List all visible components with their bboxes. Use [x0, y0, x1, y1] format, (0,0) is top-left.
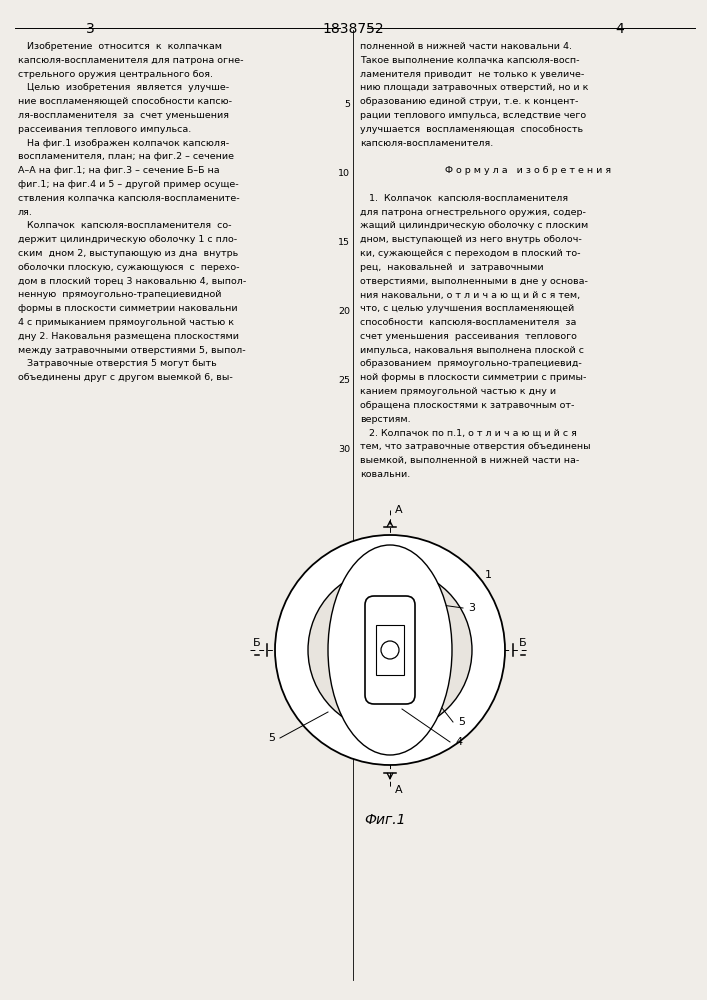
Text: импульса, наковальня выполнена плоской с: импульса, наковальня выполнена плоской с: [360, 346, 584, 355]
Text: рассеивания теплового импульса.: рассеивания теплового импульса.: [18, 125, 192, 134]
Text: 1838752: 1838752: [322, 22, 384, 36]
Text: отверстиями, выполненными в дне у основа-: отверстиями, выполненными в дне у основа…: [360, 277, 588, 286]
Text: верстиям.: верстиям.: [360, 415, 411, 424]
Text: ля-воспламенителя  за  счет уменьшения: ля-воспламенителя за счет уменьшения: [18, 111, 229, 120]
Text: капсюля-воспламенителя.: капсюля-воспламенителя.: [360, 139, 493, 148]
Text: Целью  изобретения  является  улучше-: Целью изобретения является улучше-: [18, 83, 229, 92]
Text: ки, сужающейся с переходом в плоский то-: ки, сужающейся с переходом в плоский то-: [360, 249, 580, 258]
Text: рец,  наковальней  и  затравочными: рец, наковальней и затравочными: [360, 263, 544, 272]
Text: счет уменьшения  рассеивания  теплового: счет уменьшения рассеивания теплового: [360, 332, 577, 341]
Text: ния наковальни, о т л и ч а ю щ и й с я тем,: ния наковальни, о т л и ч а ю щ и й с я …: [360, 290, 580, 299]
Text: для патрона огнестрельного оружия, содер-: для патрона огнестрельного оружия, содер…: [360, 208, 586, 217]
Text: жащий цилиндрическую оболочку с плоским: жащий цилиндрическую оболочку с плоским: [360, 221, 588, 230]
Text: объединены друг с другом выемкой 6, вы-: объединены друг с другом выемкой 6, вы-: [18, 373, 233, 382]
Text: 1: 1: [485, 570, 492, 580]
Text: ковальни.: ковальни.: [360, 470, 410, 479]
Bar: [376, 625, 404, 675]
Text: Фиг.1: Фиг.1: [364, 813, 406, 827]
Circle shape: [275, 535, 505, 765]
Text: оболочки плоскую, сужающуюся  с  перехо-: оболочки плоскую, сужающуюся с перехо-: [18, 263, 240, 272]
Text: улучшается  воспламеняющая  способность: улучшается воспламеняющая способность: [360, 125, 583, 134]
Text: формы в плоскости симметрии наковальни: формы в плоскости симметрии наковальни: [18, 304, 238, 313]
Text: капсюля-воспламенителя для патрона огне-: капсюля-воспламенителя для патрона огне-: [18, 56, 243, 65]
Circle shape: [381, 641, 399, 659]
FancyBboxPatch shape: [365, 596, 415, 704]
Text: воспламенителя, план; на фиг.2 – сечение: воспламенителя, план; на фиг.2 – сечение: [18, 152, 234, 161]
Text: 5: 5: [269, 733, 276, 743]
Text: 4: 4: [616, 22, 624, 36]
Text: 20: 20: [338, 307, 350, 316]
Text: нию площади затравочных отверстий, но и к: нию площади затравочных отверстий, но и …: [360, 83, 588, 92]
Text: дном, выступающей из него внутрь оболоч-: дном, выступающей из него внутрь оболоч-: [360, 235, 582, 244]
Text: 5: 5: [344, 100, 350, 109]
Text: А: А: [395, 785, 402, 795]
Ellipse shape: [328, 545, 452, 755]
Text: Изобретение  относится  к  колпачкам: Изобретение относится к колпачкам: [18, 42, 222, 51]
Text: образованием  прямоугольно-трапециевид-: образованием прямоугольно-трапециевид-: [360, 359, 582, 368]
Text: что, с целью улучшения воспламеняющей: что, с целью улучшения воспламеняющей: [360, 304, 574, 313]
Text: способности  капсюля-воспламенителя  за: способности капсюля-воспламенителя за: [360, 318, 576, 327]
Text: 3: 3: [86, 22, 94, 36]
Text: 25: 25: [338, 376, 350, 385]
Text: 10: 10: [338, 169, 350, 178]
Text: Такое выполнение колпачка капсюля-восп-: Такое выполнение колпачка капсюля-восп-: [360, 56, 580, 65]
Text: ненную  прямоугольно-трапециевидной: ненную прямоугольно-трапециевидной: [18, 290, 221, 299]
Text: между затравочными отверстиями 5, выпол-: между затравочными отверстиями 5, выпол-: [18, 346, 245, 355]
Text: 2. Колпачок по п.1, о т л и ч а ю щ и й с я: 2. Колпачок по п.1, о т л и ч а ю щ и й …: [360, 428, 577, 437]
Text: А: А: [395, 505, 402, 515]
Text: ля.: ля.: [18, 208, 33, 217]
Text: образованию единой струи, т.е. к концент-: образованию единой струи, т.е. к концент…: [360, 97, 578, 106]
Text: 5: 5: [458, 717, 465, 727]
Text: обращена плоскостями к затравочным от-: обращена плоскостями к затравочным от-: [360, 401, 574, 410]
Circle shape: [308, 568, 472, 732]
Text: ние воспламеняющей способности капсю-: ние воспламеняющей способности капсю-: [18, 97, 232, 106]
Text: На фиг.1 изображен колпачок капсюля-: На фиг.1 изображен колпачок капсюля-: [18, 139, 229, 148]
Text: Б: Б: [519, 638, 527, 648]
Text: рации теплового импульса, вследствие чего: рации теплового импульса, вследствие чег…: [360, 111, 586, 120]
Text: стрельного оружия центрального боя.: стрельного оружия центрального боя.: [18, 70, 213, 79]
Text: ским  дном 2, выступающую из дна  внутрь: ским дном 2, выступающую из дна внутрь: [18, 249, 238, 258]
Text: Ф о р м у л а   и з о б р е т е н и я: Ф о р м у л а и з о б р е т е н и я: [439, 166, 611, 175]
Text: дом в плоский торец 3 наковальню 4, выпол-: дом в плоский торец 3 наковальню 4, выпо…: [18, 277, 246, 286]
Text: Затравочные отверстия 5 могут быть: Затравочные отверстия 5 могут быть: [18, 359, 217, 368]
Text: 4 с примыканием прямоугольной частью к: 4 с примыканием прямоугольной частью к: [18, 318, 234, 327]
Text: Б: Б: [253, 638, 261, 648]
Text: фиг.1; на фиг.4 и 5 – другой пример осуще-: фиг.1; на фиг.4 и 5 – другой пример осущ…: [18, 180, 239, 189]
Text: 15: 15: [338, 238, 350, 247]
Text: 1.  Колпачок  капсюля-воспламенителя: 1. Колпачок капсюля-воспламенителя: [360, 194, 568, 203]
Text: полненной в нижней части наковальни 4.: полненной в нижней части наковальни 4.: [360, 42, 572, 51]
Text: тем, что затравочные отверстия объединены: тем, что затравочные отверстия объединен…: [360, 442, 590, 451]
Text: ной формы в плоскости симметрии с примы-: ной формы в плоскости симметрии с примы-: [360, 373, 586, 382]
Text: Колпачок  капсюля-воспламенителя  со-: Колпачок капсюля-воспламенителя со-: [18, 221, 231, 230]
Text: держит цилиндрическую оболочку 1 с пло-: держит цилиндрическую оболочку 1 с пло-: [18, 235, 237, 244]
Text: выемкой, выполненной в нижней части на-: выемкой, выполненной в нижней части на-: [360, 456, 579, 465]
Text: А–А на фиг.1; на фиг.3 – сечение Б–Б на: А–А на фиг.1; на фиг.3 – сечение Б–Б на: [18, 166, 220, 175]
Text: ламенителя приводит  не только к увеличе-: ламенителя приводит не только к увеличе-: [360, 70, 584, 79]
Text: 30: 30: [338, 445, 350, 454]
Text: 3: 3: [468, 603, 475, 613]
Text: ствления колпачка капсюля-воспламените-: ствления колпачка капсюля-воспламените-: [18, 194, 240, 203]
Text: дну 2. Наковальня размещена плоскостями: дну 2. Наковальня размещена плоскостями: [18, 332, 239, 341]
Text: канием прямоугольной частью к дну и: канием прямоугольной частью к дну и: [360, 387, 556, 396]
Text: 4: 4: [455, 737, 462, 747]
